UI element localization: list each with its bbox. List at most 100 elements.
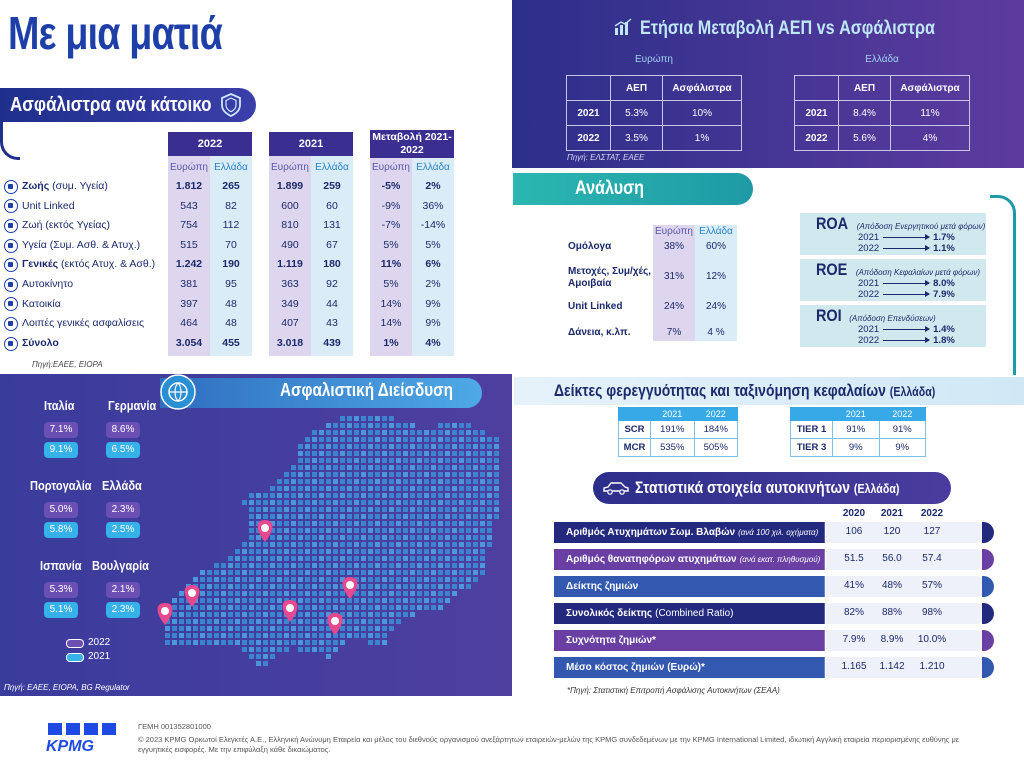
- europe-map: [157, 416, 499, 666]
- table-cell: 60%: [705, 241, 726, 252]
- country-name: Ελλάδα: [102, 478, 149, 493]
- sub-europe-change: Ευρώπη: [372, 162, 410, 173]
- car-stat-label: Αριθμός θανατηφόρων ατυχημάτων: [566, 554, 737, 565]
- table-cell: 7%: [666, 327, 682, 338]
- table-cell: 2022: [566, 125, 611, 151]
- row-label-extra: (Συμ. Ασθ. & Ατυχ.): [46, 238, 141, 251]
- table-cell: 180: [323, 258, 341, 271]
- table-cell: 184%: [693, 420, 738, 439]
- table-cell: 70: [225, 238, 237, 251]
- car-row-edge: [982, 522, 994, 543]
- ratio-value: 1.7%: [933, 232, 955, 243]
- investment-row-label: Δάνεια, κ.λπ.: [568, 327, 631, 338]
- row-category-icon: [4, 277, 18, 292]
- table-cell: 5.3%: [610, 100, 663, 126]
- value-2022-chip: 2.3%: [106, 502, 140, 518]
- row-label-extra: (εκτός Υγείας): [42, 219, 110, 232]
- table-cell: 57.4: [922, 553, 942, 564]
- footer-gemi: ΓΕΜΗ 001352801000: [138, 722, 211, 731]
- gdp-europe-label: Ευρώπη: [635, 54, 673, 65]
- table-cell: 98%: [921, 607, 942, 618]
- table-cell: 397: [180, 297, 198, 310]
- value-2022-chip: 2.1%: [106, 582, 140, 598]
- solvency-heading-bar: Δείκτες φερεγγυότητας και ταξινόμηση κεφ…: [514, 377, 1024, 405]
- car-icon: [603, 482, 629, 495]
- country-name-text: Ελλάδα: [102, 478, 142, 493]
- row-category-icon: [4, 179, 18, 194]
- arrow-right-icon: [883, 234, 931, 240]
- table-cell: 106: [845, 526, 863, 537]
- table-cell: 8.4%: [838, 100, 891, 126]
- table-cell: 4%: [425, 336, 441, 349]
- car-stat-label: Αριθμός Ατυχημάτων Σωμ. Βλαβών: [566, 527, 736, 538]
- table-cell: -14%: [420, 219, 446, 232]
- table-row-label: Ζωή (εκτός Υγείας): [4, 216, 110, 236]
- gdp-europe-table: ΑΕΠ Ασφάλιστρα 2021 5.3% 10% 2022 3.5% 1%: [566, 75, 742, 151]
- table-cell: 48: [225, 317, 237, 330]
- inv-col-greece: Ελλάδα: [699, 226, 733, 237]
- table-cell: 5%: [425, 238, 441, 251]
- cars-source: *Πηγή: Στατιστική Επιτροπή Ασφάλισης Αυτ…: [567, 686, 780, 695]
- row-category-icon: [4, 258, 18, 273]
- row-label-text: Κατοικία: [22, 295, 61, 315]
- table-cell: 9%: [832, 438, 880, 457]
- solvency-table-tier: 2021 2022 TIER 1 91% 91% TIER 3 9% 9%: [790, 407, 926, 457]
- investments-heading-pill: Ανάλυση επενδύσεων: [513, 173, 753, 231]
- car-stat-note: (ανά 100 χιλ. οχήματα): [738, 528, 819, 537]
- ratio-description: (Απόδοση Ενεργητικού μετά φόρων): [856, 222, 986, 231]
- table-cell: 464: [180, 317, 198, 330]
- table-cell: 91%: [832, 420, 880, 439]
- ratio-value: 7.9%: [933, 289, 955, 300]
- table-cell: 407: [281, 317, 299, 330]
- row-label-text: Ζωής (συμ. Υγεία): [22, 177, 108, 197]
- table-cell: 82%: [843, 607, 864, 618]
- table-cell: 1.165: [841, 661, 867, 672]
- row-label-text: Λοιπές γενικές ασφαλίσεις: [22, 314, 144, 334]
- footer-legal: © 2023 KPMG Ορκωτοί Ελεγκτές Α.Ε., Ελλην…: [138, 735, 960, 754]
- table-cell: MCR: [618, 438, 651, 457]
- table-cell: -5%: [381, 180, 401, 192]
- row-category-icon: [4, 218, 18, 233]
- map-pin-icon: [282, 600, 298, 622]
- row-category-icon: [4, 238, 18, 253]
- map-dots: [165, 416, 499, 666]
- value-2022-chip: 5.0%: [44, 502, 78, 518]
- car-values-band: [826, 603, 986, 624]
- table-cell: 600: [281, 199, 299, 212]
- year-header: 2022: [920, 508, 944, 519]
- ratio-line: 2021 1.4%: [858, 324, 955, 335]
- table-cell: 810: [281, 219, 299, 232]
- table-cell: 1.142: [879, 661, 905, 672]
- car-stat-label: Δείκτης ζημιών: [566, 581, 639, 592]
- car-stat-note: (Combined Ratio): [655, 608, 734, 619]
- table-cell: 48%: [881, 580, 902, 591]
- table-cell: 3.054: [175, 336, 203, 349]
- sub-greece-change: Ελλάδα: [416, 162, 450, 173]
- car-stat-label: Συνολικός δείκτης: [566, 608, 653, 619]
- car-row-edge: [982, 576, 994, 597]
- solvency-heading: Δείκτες φερεγγυότητας και ταξινόμηση κεφ…: [554, 381, 886, 400]
- solvency-heading-suffix: (Ελλάδα): [889, 384, 936, 399]
- table-cell: 10%: [662, 100, 742, 126]
- ratio-name: ROI: [816, 306, 842, 325]
- table-cell: 439: [323, 336, 341, 349]
- table-cell: 4%: [890, 125, 970, 151]
- table-cell: 2022: [794, 125, 839, 151]
- col-2021-greece-bg: [311, 156, 353, 356]
- table-cell: 67: [326, 238, 338, 251]
- inv-greece-bg: [695, 225, 737, 341]
- table-cell: 44: [326, 297, 338, 310]
- premiums-heading-pill: Ασφάλιστρα ανά κάτοικο: [0, 88, 256, 122]
- gdp-source: Πηγή: ΕΛΣΤΑΤ, ΕΑΕΕ: [567, 153, 645, 162]
- table-row-label: Αυτοκίνητο: [4, 275, 73, 295]
- ratio-year: 2022: [858, 289, 880, 300]
- value-2021-chip: 5.1%: [44, 602, 78, 618]
- legend-label-2021: 2021: [88, 651, 111, 662]
- table-cell: 51.5: [844, 553, 864, 564]
- row-label-main: Γενικές: [22, 258, 59, 271]
- table-cell: 11%: [380, 258, 402, 271]
- gdp-col-header: ΑΕΠ: [838, 75, 891, 101]
- table-cell: 14%: [380, 297, 402, 310]
- table-cell: 9%: [878, 438, 926, 457]
- table-cell: 1.242: [175, 258, 203, 271]
